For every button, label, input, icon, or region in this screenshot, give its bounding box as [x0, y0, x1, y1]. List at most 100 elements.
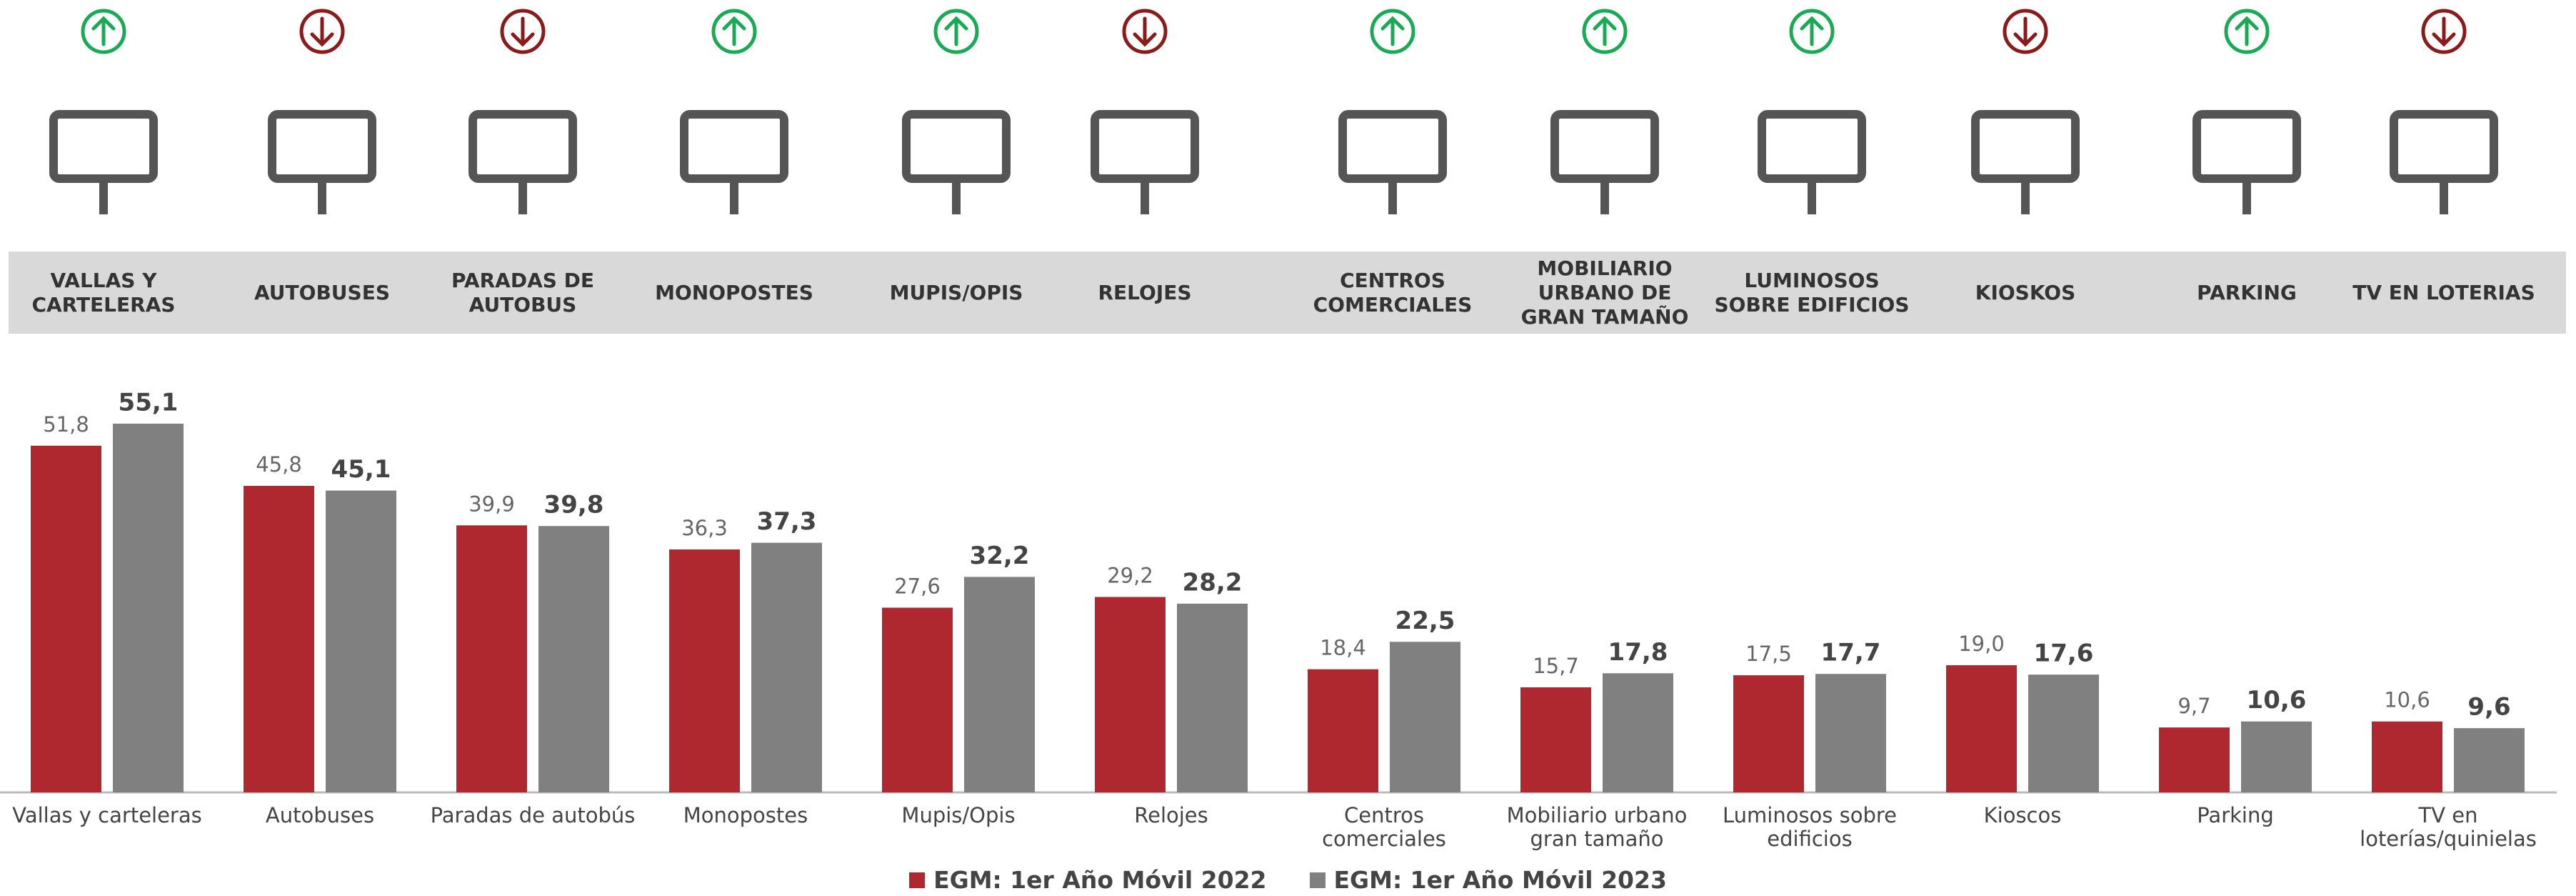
value-label: 45,1: [331, 455, 391, 484]
bar: [2241, 721, 2312, 792]
x-tick-label: Luminosos sobre edificios: [1722, 803, 1898, 851]
icon: [1338, 110, 1447, 183]
value-label: 28,2: [1183, 568, 1243, 597]
trend-arrow-circle: [500, 9, 546, 54]
trend-arrow: [310, 16, 334, 47]
trend-arrow: [2013, 16, 2038, 47]
trend-arrow-circle: [1789, 9, 1835, 54]
header-label: VALLAS Y CARTELERAS: [31, 268, 176, 317]
header-label: MOBILIARIO URBANO DE GRAN TAMAÑO: [1520, 256, 1689, 329]
value-label: 10,6: [2247, 686, 2307, 715]
header-label: MONOPOSTES: [655, 280, 813, 304]
x-tick-label: Centros comerciales: [1322, 803, 1446, 851]
value-label: 29,2: [1107, 563, 1153, 587]
legend: EGM: 1er Año Móvil 2022 EGM: 1er Año Móvi…: [0, 866, 2576, 894]
trend-arrow: [91, 16, 116, 46]
bar: [456, 525, 527, 792]
header-label: TV EN LOTERIAS: [2352, 280, 2535, 304]
value-label: 17,5: [1745, 642, 1792, 666]
trend-arrow: [1133, 16, 1157, 47]
bar: [31, 445, 101, 792]
value-label: 45,8: [256, 452, 302, 477]
icon: [468, 110, 577, 183]
icon: [1091, 110, 1199, 183]
icon: [1971, 110, 2080, 183]
bar: [244, 486, 314, 792]
header-label: PARADAS DE AUTOBUS: [451, 268, 595, 317]
icon-post: [99, 179, 108, 214]
bar: [2159, 727, 2230, 792]
value-label: 18,4: [1320, 636, 1366, 660]
trend-arrow: [511, 16, 535, 47]
bar: [1815, 674, 1886, 792]
bar: [1520, 687, 1591, 792]
icon: [1550, 110, 1659, 183]
legend-item: EGM: 1er Año Móvil 2023: [1309, 866, 1667, 894]
bar: [2372, 721, 2442, 792]
trend-arrow: [1593, 16, 1617, 46]
trend-arrow-circle: [299, 9, 345, 54]
bar: [1308, 669, 1378, 792]
bar: [1603, 673, 1673, 792]
icon-post: [730, 179, 738, 214]
icon-post: [2242, 179, 2251, 214]
trend-arrow-circle: [1370, 9, 1415, 54]
value-label: 22,5: [1395, 607, 1455, 635]
value-label: 55,1: [119, 388, 179, 417]
x-tick-label: Mobiliario urbano gran tamaño: [1506, 803, 1688, 851]
trend-arrow-circle: [81, 9, 126, 54]
icon: [268, 110, 376, 183]
legend-label: EGM: 1er Año Móvil 2022: [933, 866, 1267, 894]
trend-arrow-circle: [1122, 9, 1168, 54]
x-tick-label: Monopostes: [683, 803, 808, 827]
header-label: CENTROS COMERCIALES: [1313, 268, 1473, 317]
bar: [1390, 642, 1460, 792]
value-label: 39,9: [468, 492, 515, 516]
icon-post: [1388, 179, 1397, 214]
value-label: 9,6: [2467, 693, 2510, 722]
bar: [113, 423, 184, 792]
icon: [2390, 110, 2498, 183]
icon-post: [518, 179, 527, 214]
trend-arrow-circle: [2421, 9, 2467, 54]
trend-arrow: [1380, 16, 1405, 46]
trend-arrow: [1800, 16, 1824, 46]
legend-swatch: [909, 872, 926, 888]
icon: [1758, 110, 1866, 183]
bar: [669, 549, 740, 792]
header-label: LUMINOSOS SOBRE EDIFICIOS: [1714, 268, 1910, 317]
header-label: PARKING: [2197, 280, 2297, 304]
bar: [1095, 597, 1166, 792]
icon-post: [1600, 179, 1609, 214]
x-tick-label: Vallas y carteleras: [12, 803, 202, 827]
icon-post: [952, 179, 961, 214]
bar: [882, 607, 953, 792]
value-label: 37,3: [757, 507, 817, 536]
icon: [902, 110, 1011, 183]
bar: [1733, 675, 1804, 792]
icon-post: [2440, 179, 2448, 214]
value-label: 17,6: [2034, 639, 2094, 668]
legend-item: EGM: 1er Año Móvil 2022: [909, 866, 1267, 894]
trend-arrow-circle: [2224, 9, 2270, 54]
value-label: 15,7: [1533, 654, 1579, 678]
trend-arrow: [2235, 16, 2259, 46]
trend-arrow-circle: [933, 9, 979, 54]
trend-arrow: [722, 16, 746, 46]
value-label: 32,2: [970, 542, 1030, 570]
bar: [326, 490, 396, 792]
bar: [1946, 665, 2017, 792]
icon-post: [1808, 179, 1816, 214]
icon: [680, 110, 788, 183]
header-label: RELOJES: [1098, 280, 1192, 304]
icon-post: [2021, 179, 2030, 214]
trend-arrow-circle: [711, 9, 757, 54]
legend-label: EGM: 1er Año Móvil 2023: [1333, 866, 1667, 894]
value-label: 39,8: [544, 491, 604, 519]
bar: [2454, 728, 2525, 792]
value-label: 17,8: [1608, 638, 1668, 667]
x-tick-label: Kioscos: [1983, 803, 2062, 827]
x-tick-label: Mupis/Opis: [901, 803, 1016, 827]
x-tick-label: TV en loterías/quinielas: [2360, 803, 2537, 851]
